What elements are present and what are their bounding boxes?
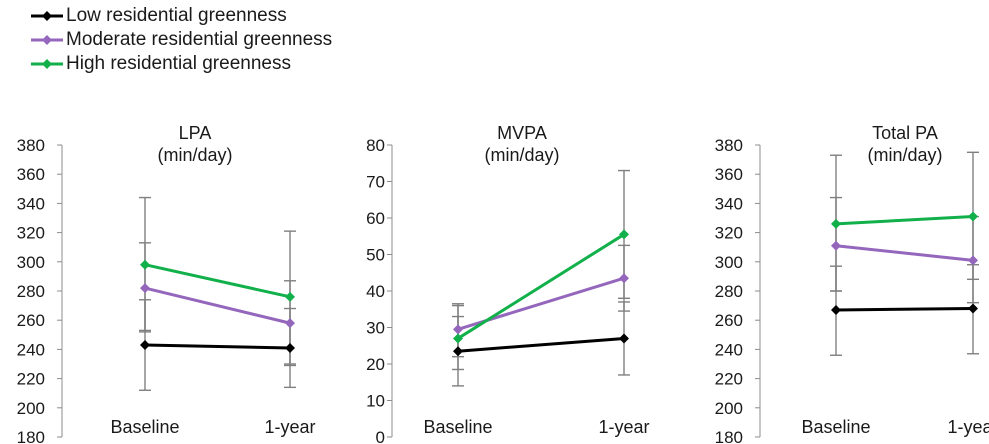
y-tick-label: 300	[17, 253, 45, 272]
y-tick-label: 260	[17, 311, 45, 330]
data-point	[968, 211, 978, 222]
y-tick-label: 240	[17, 340, 45, 359]
y-tick-label: 320	[17, 224, 45, 243]
chart-subtitle: (min/day)	[484, 145, 559, 165]
data-point	[285, 342, 295, 353]
x-category-label: 1-year	[264, 417, 315, 437]
series-line	[457, 233, 625, 340]
chart-panel: 0 10 20 30 40 50 60 70 80 MVPA(min/day) Baseline 1-…	[366, 123, 649, 444]
data-point	[140, 283, 150, 294]
chart-subtitle: (min/day)	[157, 145, 232, 165]
y-tick-label: 320	[715, 224, 743, 243]
y-tick-label: 10	[366, 392, 385, 411]
chart-panel: 180 200 220 240 260 280 300 320 340 360 380 Total P…	[715, 123, 989, 444]
data-point	[453, 333, 463, 344]
series-line	[144, 263, 291, 299]
y-tick-label: 280	[17, 282, 45, 301]
series-line	[144, 286, 291, 325]
data-point	[285, 291, 295, 302]
legend-swatch-icon	[31, 35, 63, 45]
chart-panel: 180 200 220 240 260 280 300 320 340 360 380 LPA(min…	[17, 123, 316, 444]
data-point	[831, 240, 841, 251]
y-tick-label: 220	[715, 370, 743, 389]
legend-label: Low residential greenness	[66, 5, 287, 26]
chart-title: LPA	[179, 123, 212, 143]
y-tick-label: 380	[17, 136, 45, 155]
y-tick-label: 260	[715, 311, 743, 330]
y-tick-label: 60	[366, 209, 385, 228]
series-line	[835, 215, 974, 226]
data-point	[968, 255, 978, 266]
data-point	[453, 346, 463, 357]
y-tick-label: 340	[715, 194, 743, 213]
data-point	[453, 324, 463, 335]
y-tick-label: 20	[366, 355, 385, 374]
y-tick-label: 70	[366, 173, 385, 192]
y-tick-label: 200	[715, 399, 743, 418]
y-tick-label: 380	[715, 136, 743, 155]
y-tick-label: 220	[17, 370, 45, 389]
series-line	[457, 336, 625, 353]
data-point	[140, 259, 150, 270]
data-point	[285, 318, 295, 329]
y-tick-label: 240	[715, 340, 743, 359]
y-tick-label: 0	[376, 428, 385, 444]
data-point	[619, 273, 629, 284]
y-tick-label: 30	[366, 319, 385, 338]
legend-label: High residential greenness	[66, 53, 291, 74]
series-line	[835, 307, 974, 312]
y-tick-label: 360	[715, 165, 743, 184]
y-tick-label: 200	[17, 399, 45, 418]
series-line	[144, 343, 291, 350]
data-point	[140, 340, 150, 351]
data-point	[619, 229, 629, 240]
y-tick-label: 40	[366, 282, 385, 301]
chart-subtitle: (min/day)	[867, 145, 942, 165]
x-category-label: Baseline	[423, 417, 492, 437]
chart-title: Total PA	[872, 123, 938, 143]
x-category-label: Baseline	[801, 417, 870, 437]
series-line	[835, 244, 974, 262]
x-category-label: Baseline	[110, 417, 179, 437]
data-point	[968, 303, 978, 314]
x-category-label: 1-year	[947, 417, 989, 437]
legend-swatch-icon	[31, 59, 63, 69]
legend-label: Moderate residential greenness	[66, 29, 333, 50]
data-point	[831, 304, 841, 315]
y-tick-label: 300	[715, 253, 743, 272]
y-tick-label: 340	[17, 194, 45, 213]
y-tick-label: 80	[366, 136, 385, 155]
legend-swatch-icon	[31, 11, 63, 21]
y-tick-label: 180	[715, 428, 743, 444]
x-category-label: 1-year	[598, 417, 649, 437]
data-point	[831, 218, 841, 229]
y-tick-label: 280	[715, 282, 743, 301]
chart-title: MVPA	[497, 123, 547, 143]
y-tick-label: 180	[17, 428, 45, 444]
y-tick-label: 360	[17, 165, 45, 184]
y-tick-label: 50	[366, 246, 385, 265]
data-point	[619, 333, 629, 344]
